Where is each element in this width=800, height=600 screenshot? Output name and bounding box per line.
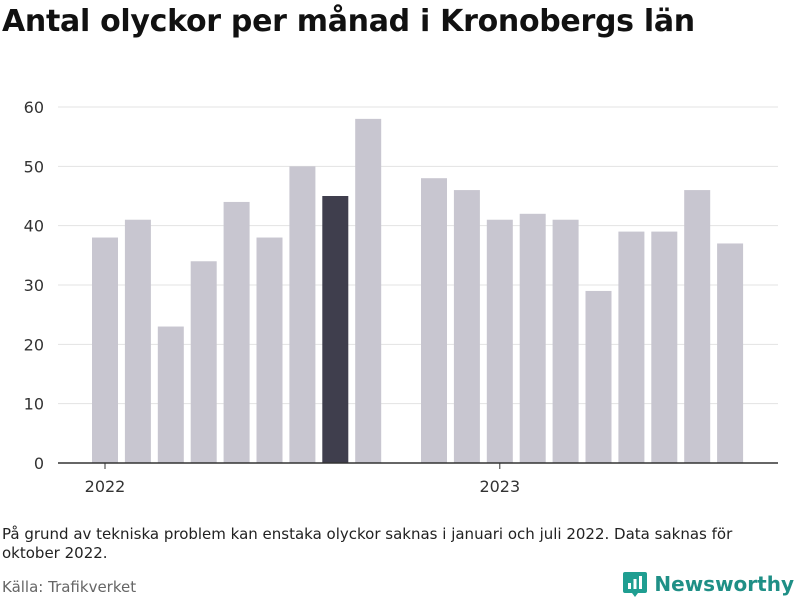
bar-2022-01 (92, 237, 118, 463)
chart-title: Antal olyckor per månad i Kronobergs län (2, 4, 695, 39)
x-tick-label: 2022 (85, 477, 126, 496)
bar-2022-12 (453, 190, 480, 464)
y-axis: 0 10 20 30 40 50 60 (24, 98, 44, 473)
y-tick-label: 50 (24, 157, 44, 176)
bar-chart: 0 10 20 30 40 50 60 2022 2023 (24, 98, 778, 496)
bar-2023-05 (618, 231, 645, 463)
source-label: Källa: Trafikverket (2, 578, 137, 596)
bar-2023-04 (585, 290, 612, 463)
bar-2022-07 (289, 166, 316, 464)
brand-name: Newsworthy (654, 572, 794, 596)
bar-2022-05 (223, 201, 250, 463)
y-tick-label: 0 (34, 454, 44, 473)
y-tick-label: 30 (24, 276, 44, 295)
x-axis: 2022 2023 (58, 462, 778, 496)
bar-2022-03 (157, 326, 184, 463)
bar-2023-03 (552, 219, 579, 463)
bar-2022-08 (322, 196, 349, 463)
newsworthy-logo-icon (623, 572, 648, 597)
bar-2023-07 (684, 190, 711, 464)
bar-2023-01 (486, 219, 513, 463)
bar-2023-06 (651, 231, 678, 463)
brand-logo[interactable]: Newsworthy (622, 569, 794, 599)
bar-2022-09 (355, 118, 382, 463)
bar-2022-04 (190, 261, 217, 463)
bar-2022-11 (421, 178, 447, 463)
y-tick-label: 40 (24, 217, 44, 236)
x-tick-label: 2023 (479, 477, 520, 496)
y-tick-label: 60 (24, 98, 44, 117)
bars (92, 118, 744, 464)
footnote: På grund av tekniska problem kan enstaka… (2, 525, 733, 562)
y-tick-label: 10 (24, 395, 44, 414)
y-tick-label: 20 (24, 335, 44, 354)
bar-2022-06 (256, 237, 283, 463)
bar-2023-08 (717, 243, 744, 463)
bar-2023-02 (519, 213, 546, 463)
bar-2022-02 (124, 219, 151, 463)
